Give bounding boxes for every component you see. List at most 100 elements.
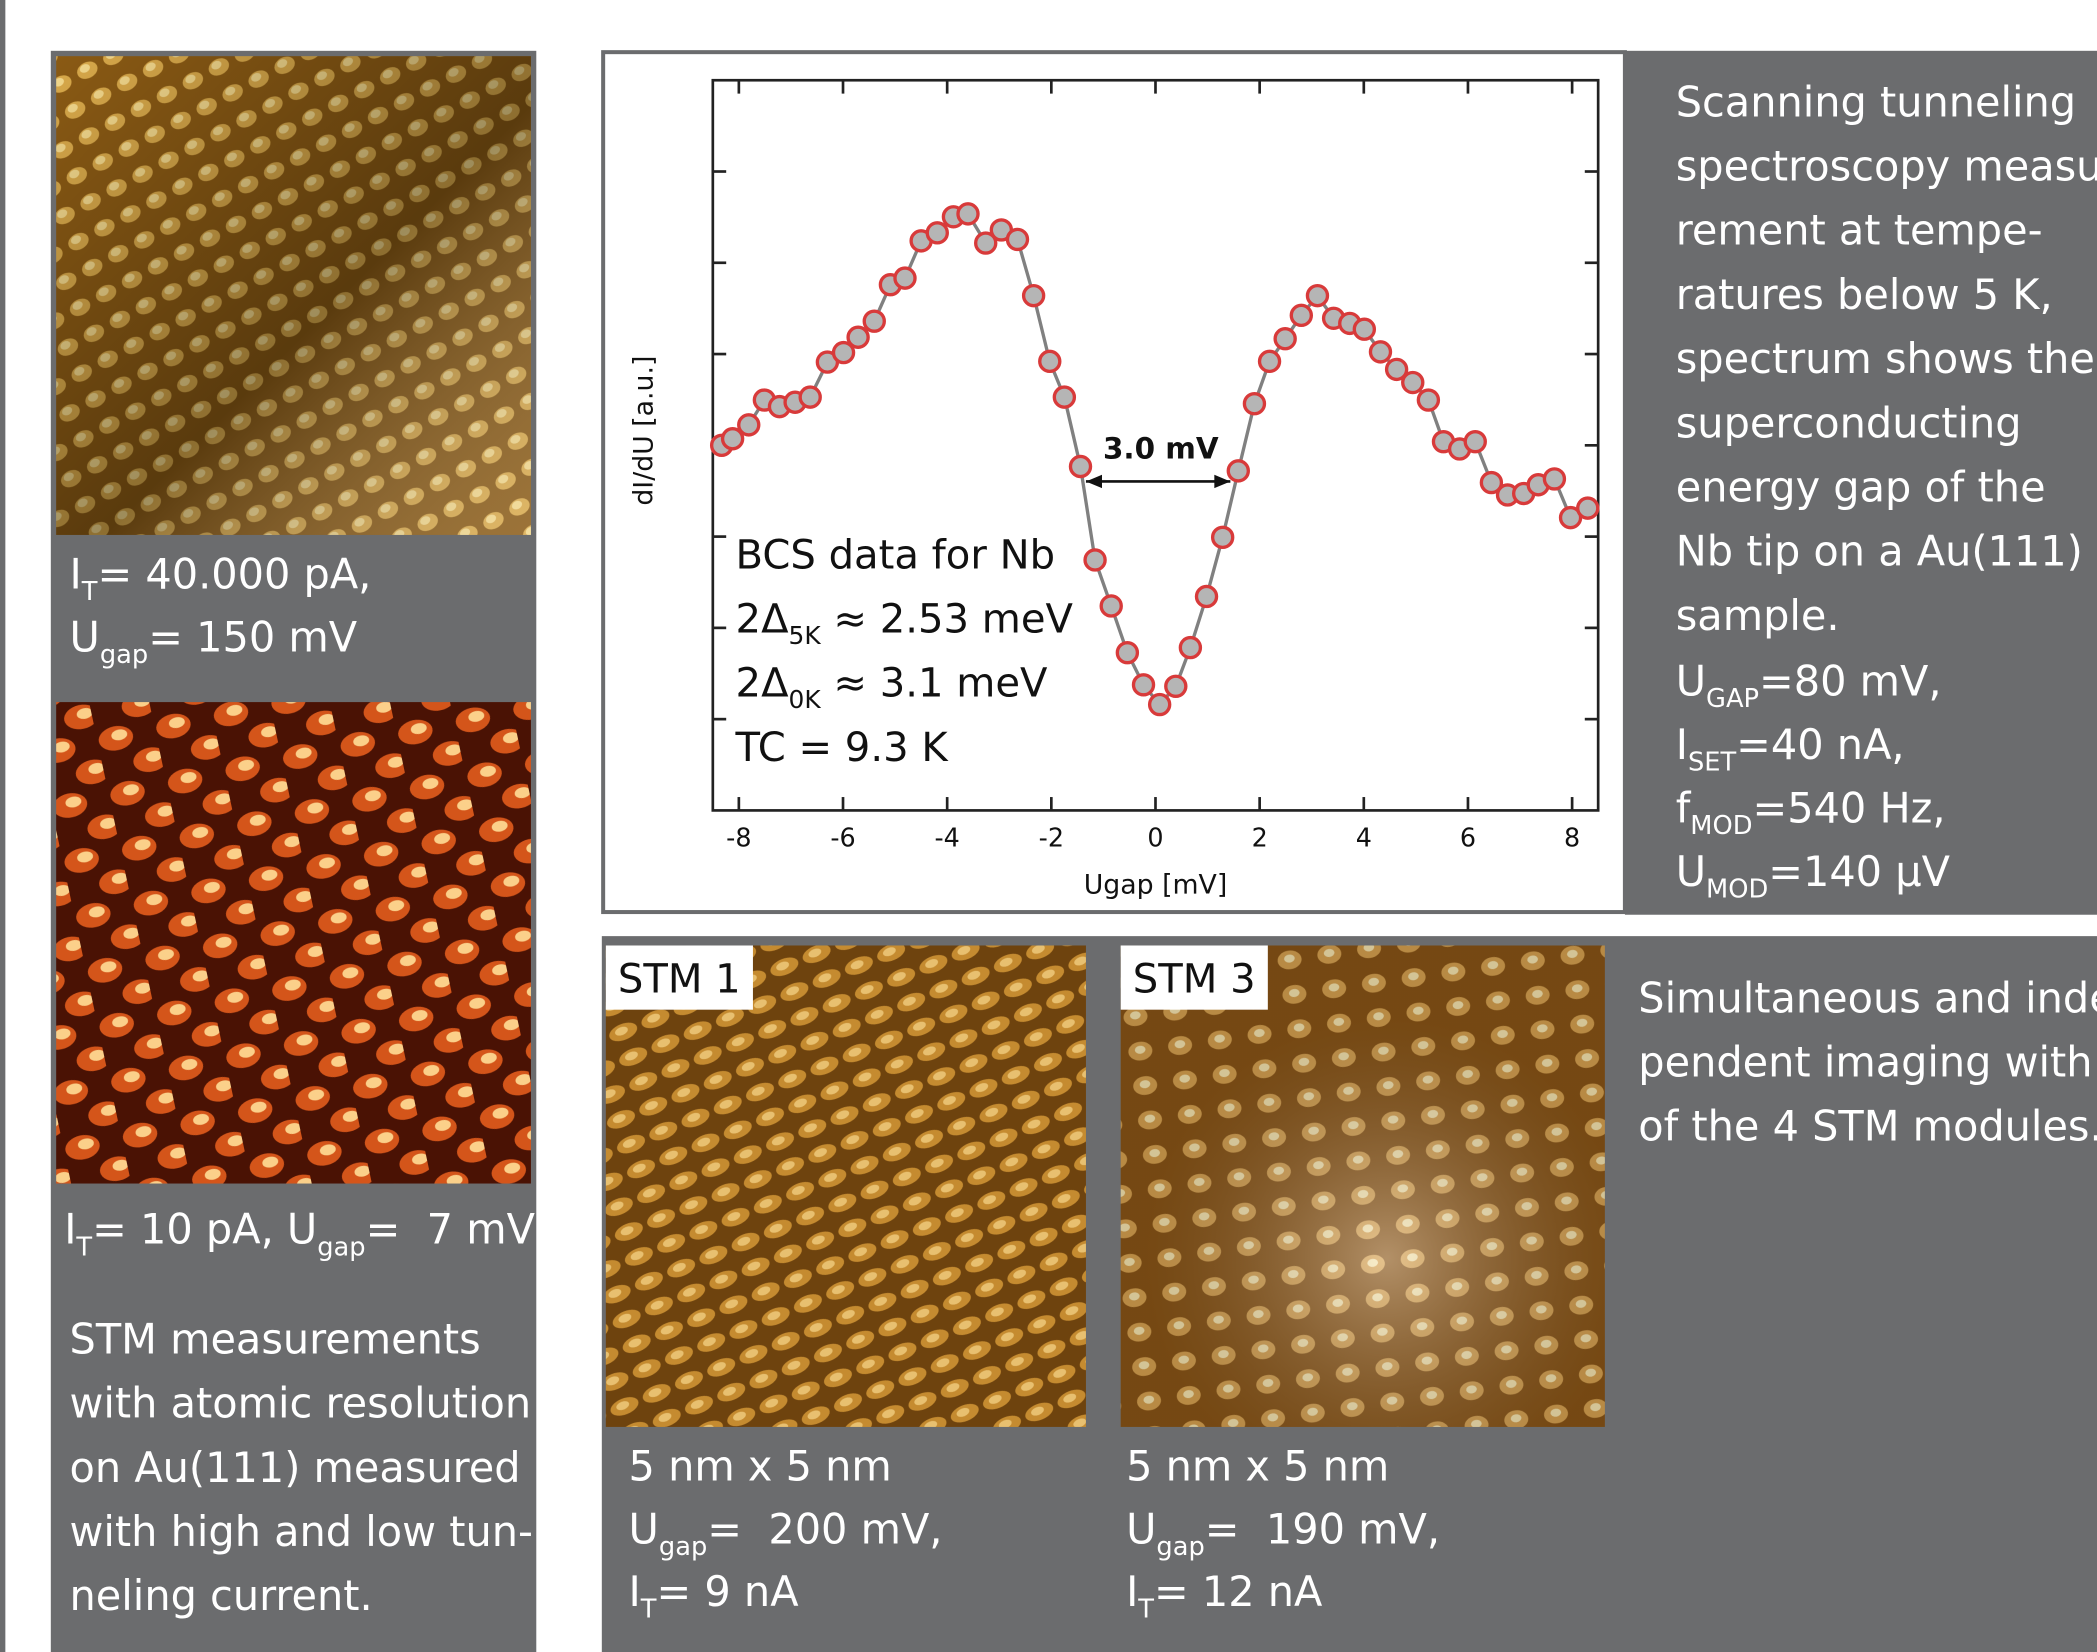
subscript: T xyxy=(81,577,98,607)
text-run: ≈ 3.1 meV xyxy=(821,661,1048,707)
data-point xyxy=(1228,461,1248,481)
x-tick-label: -6 xyxy=(830,823,855,853)
data-point xyxy=(1260,351,1280,371)
text-run: with high and low tun- xyxy=(70,1508,533,1556)
description-line: superconducting xyxy=(1676,399,2022,447)
data-point xyxy=(1085,550,1105,570)
description-line: sample. xyxy=(1676,592,1840,640)
data-point xyxy=(1578,498,1598,518)
data-point xyxy=(1070,456,1090,476)
data-point xyxy=(895,268,915,288)
text-run: I xyxy=(629,1568,641,1616)
text-run: U xyxy=(70,613,100,661)
text-run: sample. xyxy=(1676,592,1840,640)
text-run: = 40.000 pA, xyxy=(97,550,371,598)
text-run: = 9 nA xyxy=(657,1568,799,1616)
text-run: = 150 mV xyxy=(148,613,357,661)
text-run: I xyxy=(1126,1568,1138,1616)
caption-line: 5 nm x 5 nm xyxy=(629,1442,892,1490)
text-run: 2Δ xyxy=(736,597,790,643)
description-line: with high and low tun- xyxy=(70,1508,533,1556)
description-line: rement at tempe- xyxy=(1676,207,2043,255)
stm3-shade xyxy=(1121,945,1605,1426)
inset-line: 2Δ0K ≈ 3.1 meV xyxy=(736,661,1048,714)
text-run: neling current. xyxy=(70,1572,373,1620)
text-run: U xyxy=(629,1505,659,1553)
data-point xyxy=(1150,695,1170,715)
text-run: spectroscopy measu- xyxy=(1676,143,2097,191)
subscript: gap xyxy=(100,640,148,670)
text-run: rement at tempe- xyxy=(1676,207,2043,255)
stm-image-orange xyxy=(56,702,531,1183)
description-line: spectroscopy measu- xyxy=(1676,143,2097,191)
text-run: 5 nm x 5 nm xyxy=(629,1442,892,1490)
data-point xyxy=(1244,394,1264,414)
text-run: U xyxy=(1126,1505,1156,1553)
text-run: superconducting xyxy=(1676,399,2022,447)
description-line: of the 4 STM modules. xyxy=(1638,1103,2097,1151)
text-run: = 12 nA xyxy=(1154,1568,1322,1616)
subscript: SET xyxy=(1688,748,1737,778)
subscript: T xyxy=(1137,1595,1154,1625)
text-run: ≈ 2.53 meV xyxy=(821,597,1074,643)
text-run: Scanning tunneling xyxy=(1676,78,2076,126)
x-axis-label: Ugap [mV] xyxy=(1084,869,1228,900)
subscript: gap xyxy=(317,1232,365,1262)
text-run: Simultaneous and inde- xyxy=(1638,974,2097,1022)
description-line: ratures below 5 K, xyxy=(1676,271,2053,319)
subscript: T xyxy=(75,1232,92,1262)
data-point xyxy=(1133,675,1153,695)
stm-image-shade xyxy=(56,56,531,535)
inset-line: BCS data for Nb xyxy=(736,532,1055,578)
data-point xyxy=(1291,305,1311,325)
page: { "left_panel": { "image1_caption": [["I… xyxy=(0,0,2097,1652)
text-run: spectrum shows the xyxy=(1676,335,2095,383)
description-line: Simultaneous and inde- xyxy=(1638,974,2097,1022)
text-run: 2Δ xyxy=(736,661,790,707)
inset-line: TC = 9.3 K xyxy=(735,725,950,771)
text-run: =540 Hz, xyxy=(1752,784,1945,832)
subscript: MOD xyxy=(1690,811,1752,841)
text-run: = 190 mV, xyxy=(1205,1505,1440,1553)
data-point xyxy=(1040,351,1060,371)
text-run: Nb tip on a Au(111) xyxy=(1676,528,2083,576)
inset-line: 2Δ5K ≈ 2.53 meV xyxy=(736,597,1074,650)
subscript: T xyxy=(640,1595,657,1625)
text-run: pendent imaging with 2 xyxy=(1638,1039,2097,1087)
text-run: STM measurements xyxy=(70,1315,481,1363)
x-tick-label: 6 xyxy=(1460,823,1476,853)
data-point xyxy=(1024,286,1044,306)
text-run: U xyxy=(1676,848,1706,896)
data-point xyxy=(1180,638,1200,658)
data-point xyxy=(1213,527,1233,547)
description-line: Nb tip on a Au(111) xyxy=(1676,528,2083,576)
data-point xyxy=(1544,469,1564,489)
x-tick-label: 2 xyxy=(1252,823,1268,853)
text-run: U xyxy=(1676,657,1706,705)
text-run: = 200 mV, xyxy=(707,1505,942,1553)
data-point xyxy=(1465,432,1485,452)
y-axis-label: dI/dU [a.u.] xyxy=(629,356,660,506)
data-point xyxy=(927,223,947,243)
data-point xyxy=(800,387,820,407)
data-point xyxy=(1166,676,1186,696)
data-point xyxy=(1101,596,1121,616)
data-point xyxy=(848,327,868,347)
description-line: pendent imaging with 2 xyxy=(1638,1039,2097,1087)
description-line: neling current. xyxy=(70,1572,373,1620)
text-run: =40 nA, xyxy=(1736,721,1904,769)
page-canvas: STM 1 STM 3 Ugap [mV] dI/dU [a.u.] 3.0 m… xyxy=(0,0,2097,1652)
text-run: TC = 9.3 K xyxy=(735,725,950,771)
description-line: Scanning tunneling xyxy=(1676,78,2076,126)
data-point xyxy=(1307,286,1327,306)
text-run: 5 nm x 5 nm xyxy=(1126,1442,1389,1490)
description-line: spectrum shows the xyxy=(1676,335,2095,383)
text-run: of the 4 STM modules. xyxy=(1638,1103,2097,1151)
text-run: = 7 mV xyxy=(366,1206,535,1254)
data-point xyxy=(958,204,978,224)
description-line: on Au(111) measured xyxy=(70,1444,521,1492)
x-tick-label: 4 xyxy=(1356,823,1372,853)
subscript: gap xyxy=(1156,1532,1204,1562)
data-point xyxy=(1275,329,1295,349)
text-run: I xyxy=(70,550,82,598)
